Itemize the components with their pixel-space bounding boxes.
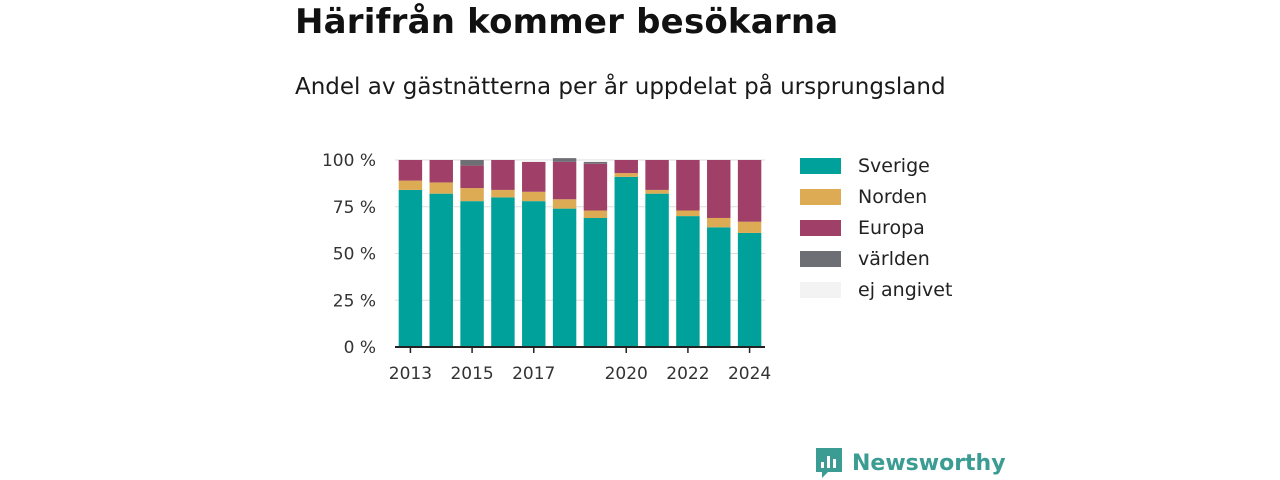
bar-segment: [398, 189, 423, 347]
bar-segment: [676, 210, 700, 217]
bar-group: [398, 158, 762, 347]
chart-title: Härifrån kommer besökarna: [295, 2, 839, 42]
bar-segment: [583, 161, 608, 164]
bar-segment: [552, 208, 577, 347]
bar-segment: [552, 161, 577, 200]
bar-segment: [522, 191, 546, 202]
bar-segment: [676, 216, 700, 347]
bar-segment: [491, 160, 515, 190]
legend-item: Sverige: [800, 150, 952, 181]
bar-segment: [460, 201, 484, 347]
grid-lines: [395, 159, 765, 301]
bar-segment: [707, 227, 731, 347]
bar-segment: [552, 199, 577, 209]
y-tick-label: 75 %: [333, 198, 376, 218]
bar-segment: [429, 160, 453, 183]
x-tick-label: 2020: [605, 364, 648, 384]
newsworthy-logo-icon: [816, 448, 842, 478]
bar-segment: [645, 189, 669, 194]
y-tick-label: 100 %: [322, 151, 376, 171]
legend-item: ej angivet: [800, 274, 952, 305]
bar-segment: [614, 160, 638, 174]
legend-label: världen: [858, 247, 930, 270]
bar-segment: [645, 160, 669, 190]
legend-label: Europa: [858, 216, 925, 239]
bar-segment: [552, 158, 577, 162]
legend-swatch: [800, 157, 841, 174]
x-tick-label: 2017: [512, 364, 555, 384]
bar-segment: [398, 160, 423, 181]
x-tick-label: 2024: [728, 364, 771, 384]
bar-segment: [460, 188, 484, 202]
bar-segment: [491, 189, 515, 198]
chart-subtitle: Andel av gästnätterna per år uppdelat på…: [295, 74, 946, 100]
bar-segment: [398, 180, 423, 190]
legend-label: ej angivet: [858, 278, 953, 301]
legend: Sverige Norden Europa världen ej angivet: [800, 150, 952, 305]
legend-item: Norden: [800, 181, 952, 212]
legend-swatch: [800, 250, 841, 267]
bar-segment: [583, 217, 608, 347]
bar-segment: [491, 197, 515, 347]
bar-segment: [522, 160, 546, 162]
bar-segment: [522, 161, 546, 192]
x-tick-label: 2015: [450, 364, 493, 384]
legend-item: Europa: [800, 212, 952, 243]
legend-swatch: [800, 281, 841, 298]
legend-swatch: [800, 219, 841, 236]
bar-segment: [614, 176, 638, 347]
bar-segment: [737, 160, 762, 222]
bar-segment: [583, 163, 608, 211]
y-tick-label: 0 %: [344, 338, 376, 358]
legend-swatch: [800, 188, 841, 205]
bar-segment: [460, 165, 484, 189]
bar-segment: [676, 160, 700, 211]
legend-label: Norden: [858, 185, 928, 208]
bar-segment: [583, 160, 608, 162]
bar-segment: [583, 210, 608, 218]
bar-segment: [737, 232, 762, 347]
x-tick-label: 2013: [389, 364, 432, 384]
x-axis-ticks: 2013 2015 2017 2020 2022 2024: [389, 347, 771, 384]
y-tick-label: 50 %: [333, 245, 376, 265]
bar-segment: [429, 182, 453, 194]
bar-segment: [429, 193, 453, 347]
bar-segment: [707, 160, 731, 218]
bar-segment: [614, 173, 638, 177]
legend-item: världen: [800, 243, 952, 274]
bar-segment: [522, 201, 546, 347]
brand-name: Newsworthy: [852, 450, 1006, 476]
x-tick-label: 2022: [666, 364, 709, 384]
y-tick-label: 25 %: [333, 291, 376, 311]
y-axis-ticks: 0 % 25 % 50 % 75 % 100 %: [322, 151, 376, 358]
bar-segment: [707, 217, 731, 228]
bar-segment: [737, 221, 762, 233]
bar-segment: [460, 160, 484, 166]
brand-logo: Newsworthy: [814, 446, 1006, 480]
bar-segment: [645, 193, 669, 347]
legend-label: Sverige: [858, 154, 930, 177]
